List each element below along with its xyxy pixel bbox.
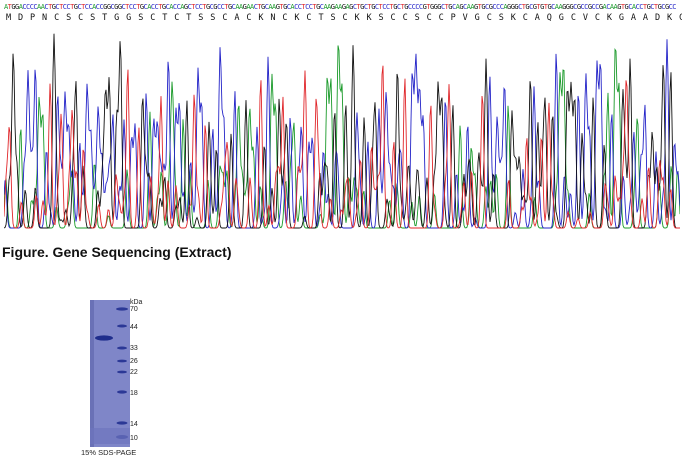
marker-band [117, 390, 127, 394]
marker-band [116, 421, 128, 425]
marker-label: 18 [130, 390, 138, 397]
gel-dye-front [90, 428, 130, 444]
trace-A [4, 45, 680, 229]
marker-band [117, 370, 127, 374]
trace-C [4, 39, 680, 229]
marker-band [117, 346, 127, 350]
marker-label: 14 [130, 421, 138, 428]
marker-band [117, 359, 127, 363]
protein-band [95, 335, 113, 341]
marker-band [117, 324, 127, 328]
trace-T [4, 65, 680, 229]
gel-lane-background [90, 300, 130, 447]
amino-acid-sequence: MDPNCSCSTGGSCTCTSSCACKNCKCTSCKKSCCSCCPVG… [6, 13, 682, 23]
marker-label: 10 [130, 435, 138, 442]
marker-label: 22 [130, 369, 138, 376]
marker-label: 33 [130, 345, 138, 352]
figure-caption: Figure. Gene Sequencing (Extract) [2, 244, 232, 260]
sds-page-gel: kDa 70 44 33 26 22 18 14 10 [90, 299, 143, 447]
marker-label: 44 [130, 324, 138, 331]
dna-sequence: ATGGACCCCAACTGCTCCTGCTCCACCGGCGGCTCCTGCA… [4, 3, 676, 11]
sequencing-chromatogram [4, 33, 680, 229]
marker-band [116, 307, 128, 311]
gel-lane-edge [90, 300, 94, 447]
marker-label: 70 [130, 306, 138, 313]
marker-label: 26 [130, 358, 138, 365]
gel-unit-label: kDa [130, 299, 143, 306]
gel-caption: 15% SDS-PAGE [81, 448, 137, 457]
trace-G [4, 33, 680, 229]
